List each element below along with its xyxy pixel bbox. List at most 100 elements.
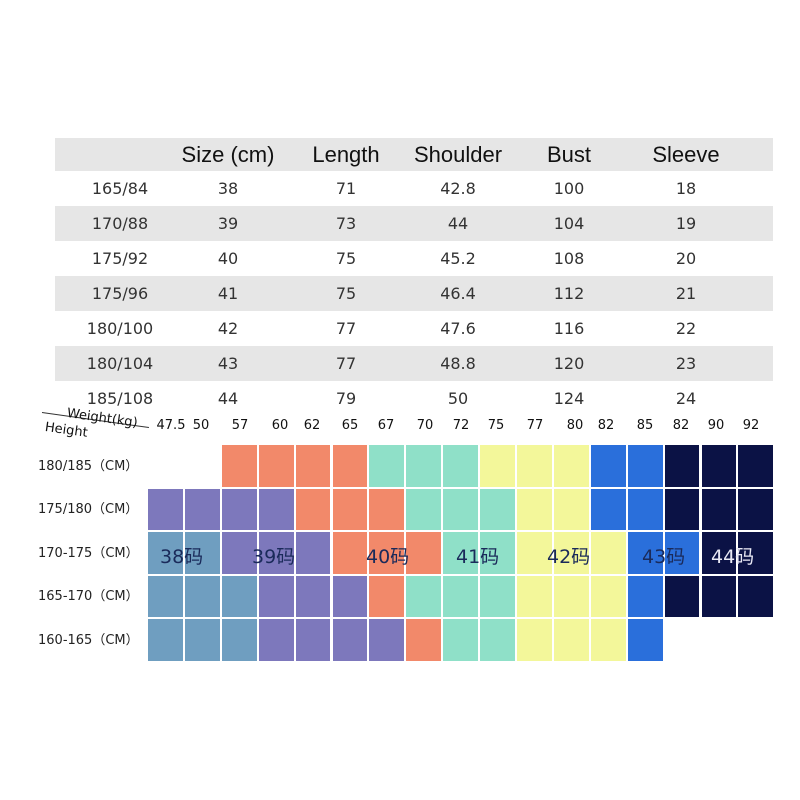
weight-tick: 65: [341, 418, 359, 433]
grid-cell: [295, 532, 333, 576]
size-table-cell: 79: [335, 389, 357, 408]
grid-cell: [738, 445, 776, 489]
size-table-cell: 180/100: [86, 319, 154, 338]
grid-cell: [221, 532, 259, 576]
grid-cell: [590, 488, 628, 532]
height-label: 175/180（CM）: [38, 502, 139, 518]
height-label: 165-170（CM）: [38, 589, 139, 605]
grid-cell: [701, 488, 739, 532]
grid-cell: [406, 488, 444, 532]
size-table-header-cell: Size (cm): [181, 141, 275, 167]
grid-cell: [148, 619, 185, 663]
size-table-cell: 45.2: [440, 249, 476, 268]
grid-cell: [517, 575, 554, 619]
size-table-header: Size (cm) Length Shoulder Bust Sleeve: [55, 138, 773, 171]
size-label: 42码: [547, 545, 591, 568]
grid-cell: [332, 619, 370, 663]
grid-cell: [517, 488, 554, 532]
size-table-cell: 41: [217, 284, 239, 303]
grid-cell: [701, 575, 739, 619]
weight-tick: 57: [231, 418, 249, 433]
size-table-row: 175/92 40 75 45.2 108 20: [55, 241, 773, 276]
size-table-row: 185/108 44 79 50 124 24: [55, 381, 773, 416]
size-table-cell: 75: [335, 249, 357, 268]
size-table-header-cell: Bust: [546, 141, 592, 167]
height-label: 180/185（CM）: [38, 458, 139, 474]
size-table-cell: 22: [675, 319, 697, 338]
size-table-cell: 48.8: [440, 354, 476, 373]
grid-cell: [590, 445, 628, 489]
size-table-cell: 39: [217, 214, 239, 233]
weight-tick: 50: [192, 418, 210, 433]
size-label: 41码: [456, 545, 500, 568]
size-table-row: 175/96 41 75 46.4 112 21: [55, 276, 773, 311]
size-table-cell: 50: [447, 389, 469, 408]
grid-cell: [553, 532, 591, 576]
size-table-cell: 18: [675, 179, 697, 198]
grid-cell: [443, 619, 481, 663]
size-table-cell: 77: [335, 354, 357, 373]
size-table-row: 165/84 38 71 42.8 100 18: [55, 171, 773, 206]
grid-cell: [184, 575, 222, 619]
grid-cell: [332, 575, 370, 619]
weight-tick: 92: [742, 418, 760, 433]
grid-cell: [258, 619, 296, 663]
grid-cell: [553, 619, 591, 663]
grid-cell: [701, 532, 739, 576]
weight-tick: 72: [452, 418, 470, 433]
size-label: 44码: [711, 545, 755, 568]
size-table-header-cell: Shoulder: [413, 141, 503, 167]
weight-tick: 75: [487, 418, 505, 433]
size-table-cell: 77: [335, 319, 357, 338]
grid-cell: [517, 619, 554, 663]
grid-cell: [221, 619, 259, 663]
grid-cell: [258, 445, 296, 489]
weight-tick: 60: [271, 418, 289, 433]
grid-cell: [443, 532, 481, 576]
grid-cell: [664, 488, 702, 532]
grid-cell: [480, 445, 517, 489]
size-table-cell: 38: [217, 179, 239, 198]
grid-cell: [184, 619, 222, 663]
size-table-cell: 120: [553, 354, 585, 373]
size-table-cell: 116: [553, 319, 585, 338]
size-table-cell: 71: [335, 179, 357, 198]
grid-cell: [406, 445, 444, 489]
grid-cell: [443, 445, 481, 489]
size-label: 39码: [252, 545, 296, 568]
size-table-cell: 180/104: [86, 354, 154, 373]
grid-cell: [332, 488, 370, 532]
grid-cell: [184, 488, 222, 532]
grid-cell: [738, 488, 776, 532]
size-table-cell: 185/108: [86, 389, 154, 408]
size-table-row: 180/104 43 77 48.8 120 23: [55, 346, 773, 381]
size-table-cell: 44: [447, 214, 469, 233]
grid-cell: [148, 575, 185, 619]
grid-cell: [553, 445, 591, 489]
weight-tick: 77: [526, 418, 544, 433]
grid-cell: [295, 445, 333, 489]
grid-cell: [664, 575, 702, 619]
weight-tick: 82: [672, 418, 690, 433]
size-table-cell: 104: [553, 214, 585, 233]
grid-cell: [480, 575, 517, 619]
size-table-header-cell: Sleeve: [652, 141, 720, 167]
grid-cell: [184, 532, 222, 576]
size-table-cell: 73: [335, 214, 357, 233]
grid-cell: [627, 488, 665, 532]
size-table-cell: 21: [675, 284, 697, 303]
size-table-cell: 42: [217, 319, 239, 338]
grid-cell: [369, 488, 407, 532]
size-table-cell: 42.8: [440, 179, 476, 198]
grid-cell: [369, 532, 407, 576]
size-label: 40码: [366, 545, 410, 568]
grid-cell: [295, 575, 333, 619]
grid-cell: [221, 575, 259, 619]
grid-cell: [369, 575, 407, 619]
size-label: 38码: [160, 545, 204, 568]
size-table-cell: 19: [675, 214, 697, 233]
weight-tick: 47.5: [156, 418, 186, 433]
grid-cell: [627, 619, 665, 663]
grid-cell: [332, 445, 370, 489]
